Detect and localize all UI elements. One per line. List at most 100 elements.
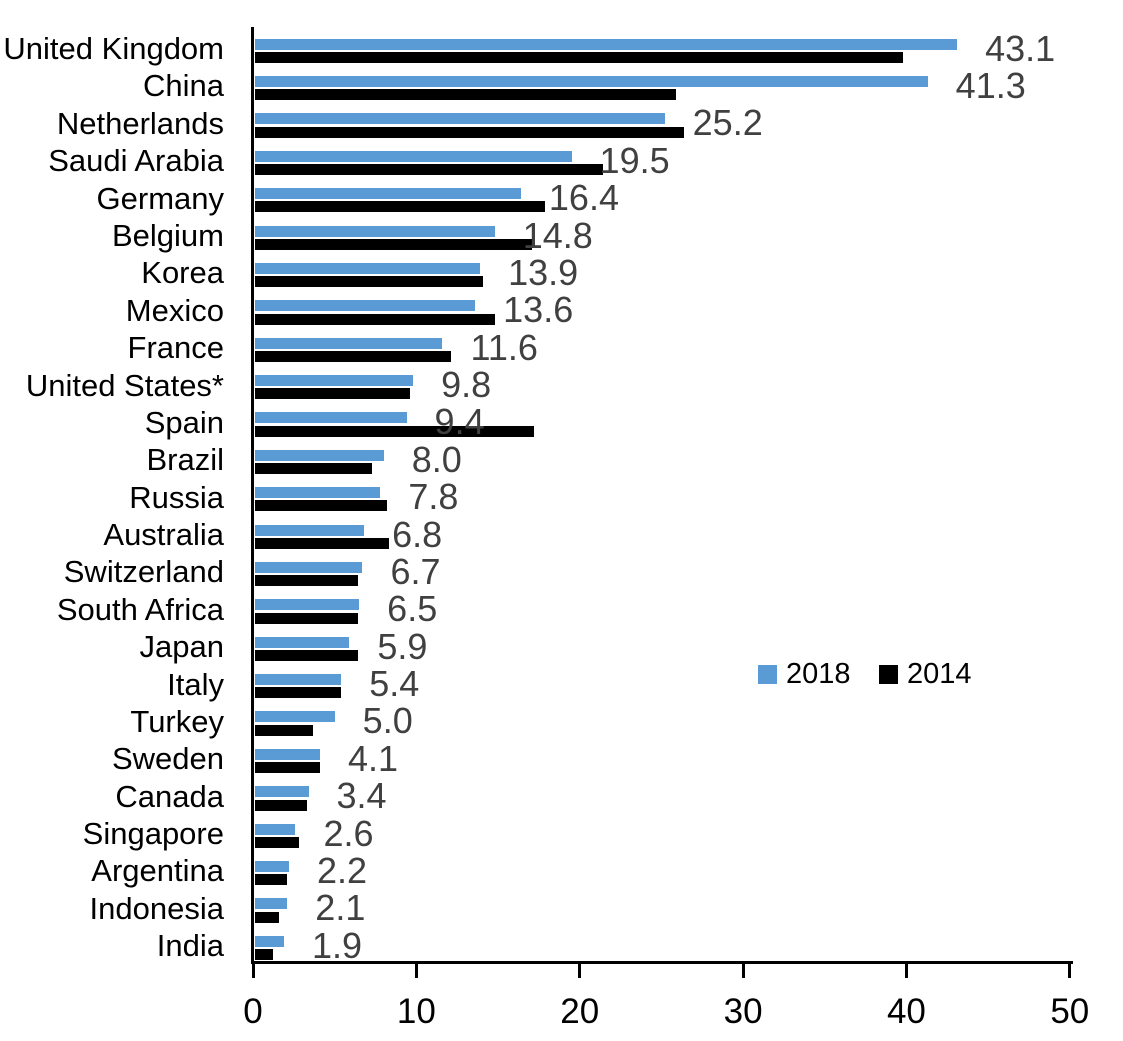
- x-tick-label: 40: [886, 992, 926, 1031]
- bar-2018: [254, 487, 381, 499]
- value-label: 4.1: [347, 737, 399, 779]
- x-tick-mark: [578, 961, 582, 978]
- value-label: 6.8: [392, 513, 443, 555]
- bar-2018: [254, 150, 572, 162]
- value-label: 25.2: [692, 102, 763, 144]
- category-label: Indonesia: [89, 890, 224, 926]
- category-label: Mexico: [125, 292, 224, 328]
- bar-2018: [254, 524, 365, 536]
- bar-2018: [254, 599, 360, 611]
- category-label: South Africa: [56, 591, 224, 627]
- value-label: 14.8: [522, 214, 593, 256]
- bar-2018: [254, 188, 521, 200]
- bar-2018: [254, 935, 285, 947]
- value-label: 13.9: [508, 251, 579, 293]
- bar-2014: [254, 89, 677, 101]
- bar-2014: [254, 201, 546, 213]
- bar-2018: [254, 748, 320, 760]
- bar-2018: [254, 225, 495, 237]
- x-tick-mark: [414, 961, 418, 978]
- value-label: 9.4: [434, 401, 485, 443]
- bar-2014: [254, 612, 358, 624]
- bar-2014: [254, 949, 273, 961]
- bar-2018: [254, 636, 350, 648]
- bar-2018: [254, 449, 384, 461]
- bar-2018: [254, 113, 665, 125]
- legend-label-2014: 2014: [907, 658, 972, 690]
- category-label: China: [143, 68, 224, 104]
- value-label: 5.4: [369, 663, 420, 705]
- legend-swatch-2014: [879, 665, 898, 684]
- x-tick-label: 50: [1050, 992, 1090, 1031]
- category-label: Canada: [115, 778, 224, 814]
- bar-2018: [254, 75, 928, 87]
- bar-2014: [254, 463, 373, 475]
- value-label: 11.6: [470, 326, 538, 368]
- category-label: Spain: [144, 404, 224, 440]
- category-label: Argentina: [91, 853, 224, 889]
- x-tick-mark: [741, 961, 745, 978]
- value-label: 19.5: [599, 139, 670, 181]
- bar-2014: [254, 537, 389, 549]
- value-label: 3.4: [336, 775, 387, 817]
- category-label: India: [156, 928, 224, 964]
- bar-2014: [254, 276, 484, 288]
- bar-2014: [254, 911, 280, 923]
- legend-label-2018: 2018: [786, 658, 851, 690]
- bar-2014: [254, 51, 904, 63]
- legend-item-2014: 2014: [879, 660, 972, 689]
- category-label: Italy: [167, 666, 224, 702]
- bar-2014: [254, 126, 685, 138]
- bar-2018: [254, 412, 407, 424]
- value-label: 13.6: [503, 289, 574, 331]
- bar-2014: [254, 388, 410, 400]
- bar-2014: [254, 649, 358, 661]
- bar-2018: [254, 823, 296, 835]
- value-label: 2.6: [323, 812, 374, 854]
- bar-2014: [254, 313, 495, 325]
- bar-2018: [254, 300, 476, 312]
- category-label: Australia: [103, 517, 224, 553]
- value-label: 5.9: [377, 625, 428, 667]
- category-label: Korea: [141, 255, 224, 291]
- x-tick-mark: [904, 961, 908, 978]
- value-label: 2.2: [316, 849, 367, 891]
- bar-2014: [254, 762, 320, 774]
- value-label: 1.9: [312, 924, 363, 966]
- x-axis-line: [251, 961, 1073, 964]
- bar-2018: [254, 860, 289, 872]
- category-label: Sweden: [111, 741, 224, 777]
- category-label: Russia: [129, 479, 224, 515]
- category-label: France: [127, 330, 224, 366]
- value-label: 6.7: [390, 550, 441, 592]
- category-label: Belgium: [112, 218, 224, 253]
- category-label: Singapore: [82, 816, 224, 852]
- category-label: Turkey: [130, 703, 224, 739]
- bar-2014: [254, 874, 288, 886]
- x-tick-label: 30: [723, 992, 763, 1031]
- bar-2018: [254, 262, 481, 274]
- bar-2014: [254, 687, 342, 699]
- category-label: Brazil: [146, 442, 224, 478]
- value-label: 7.8: [408, 476, 459, 518]
- value-label: 41.3: [955, 64, 1026, 106]
- bar-2014: [254, 350, 451, 362]
- category-label: United Kingdom: [3, 31, 224, 67]
- y-axis-line: [251, 27, 254, 964]
- bar-2014: [254, 575, 358, 587]
- category-label: Netherlands: [56, 105, 224, 141]
- bar-2018: [254, 674, 342, 686]
- bar-2018: [254, 711, 335, 723]
- bar-2018: [254, 38, 958, 50]
- value-label: 5.0: [362, 700, 413, 742]
- bar-2014: [254, 836, 299, 848]
- legend-item-2018: 2018: [758, 660, 851, 689]
- x-tick-label: 20: [560, 992, 600, 1031]
- bar-2018: [254, 337, 443, 349]
- bar-2014: [254, 238, 533, 250]
- bar-2014: [254, 164, 603, 176]
- value-label: 16.4: [548, 177, 619, 219]
- value-label: 43.1: [985, 27, 1056, 69]
- value-label: 2.1: [315, 887, 366, 929]
